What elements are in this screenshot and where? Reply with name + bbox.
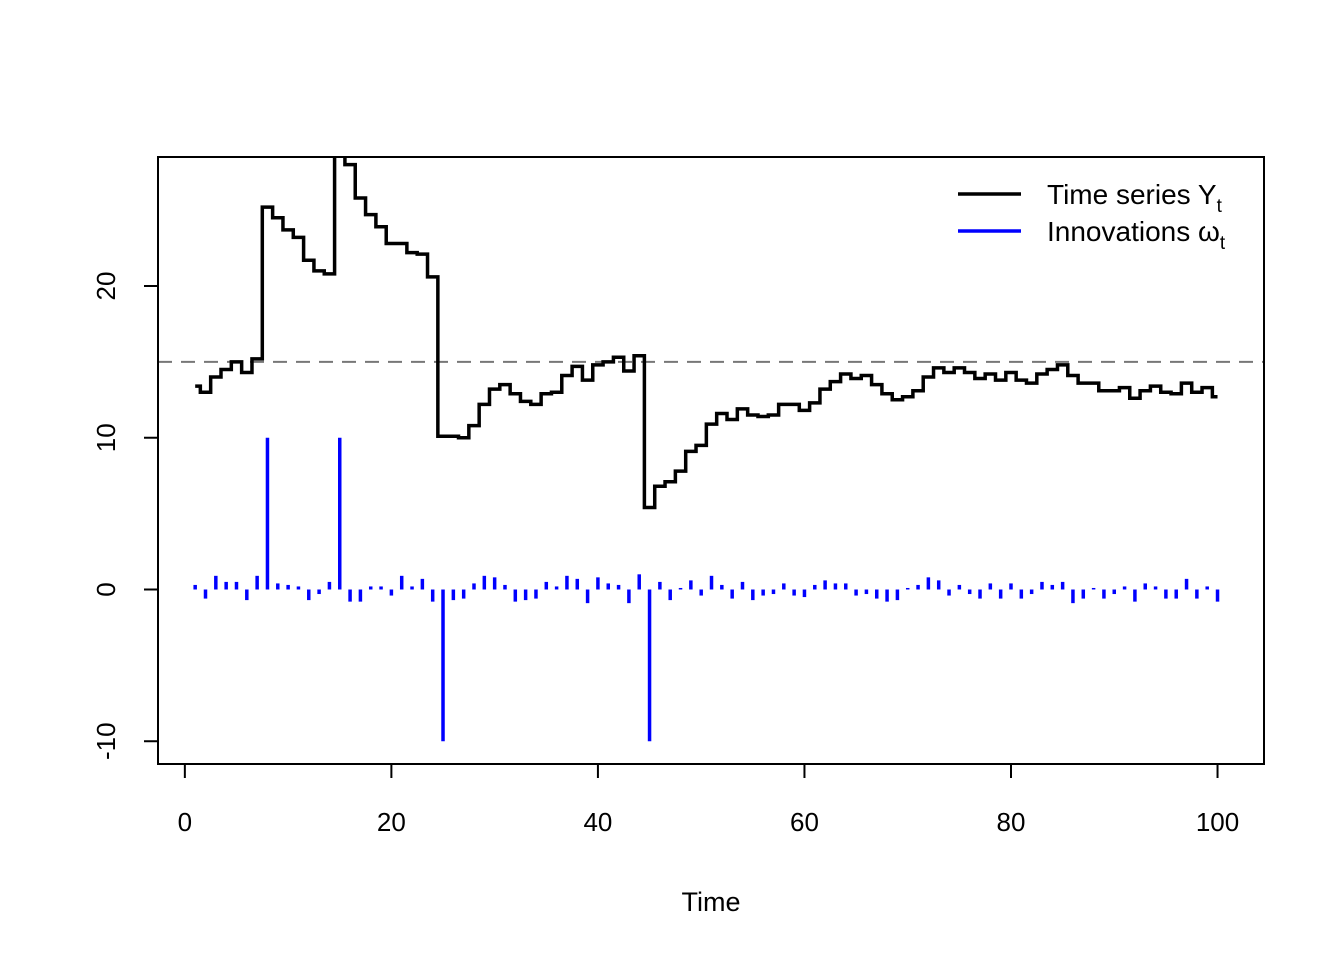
x-tick-label: 80: [997, 807, 1026, 837]
legend-label: Innovations ωt: [1047, 216, 1226, 254]
x-tick-label: 40: [583, 807, 612, 837]
x-axis-title: Time: [682, 887, 741, 917]
legend-label: Time series Yt: [1047, 179, 1223, 217]
y-tick-label: -10: [91, 722, 121, 760]
y-tick-label: 20: [91, 272, 121, 301]
y-tick-label: 0: [91, 582, 121, 596]
plot-frame: [157, 156, 1265, 765]
x-tick-label: 100: [1196, 807, 1239, 837]
y-tick-label: 10: [91, 423, 121, 452]
data-layer: [158, 157, 1264, 742]
x-tick-label: 20: [377, 807, 406, 837]
x-tick-label: 0: [178, 807, 192, 837]
time-series-line: [195, 157, 1218, 510]
x-tick-label: 60: [790, 807, 819, 837]
